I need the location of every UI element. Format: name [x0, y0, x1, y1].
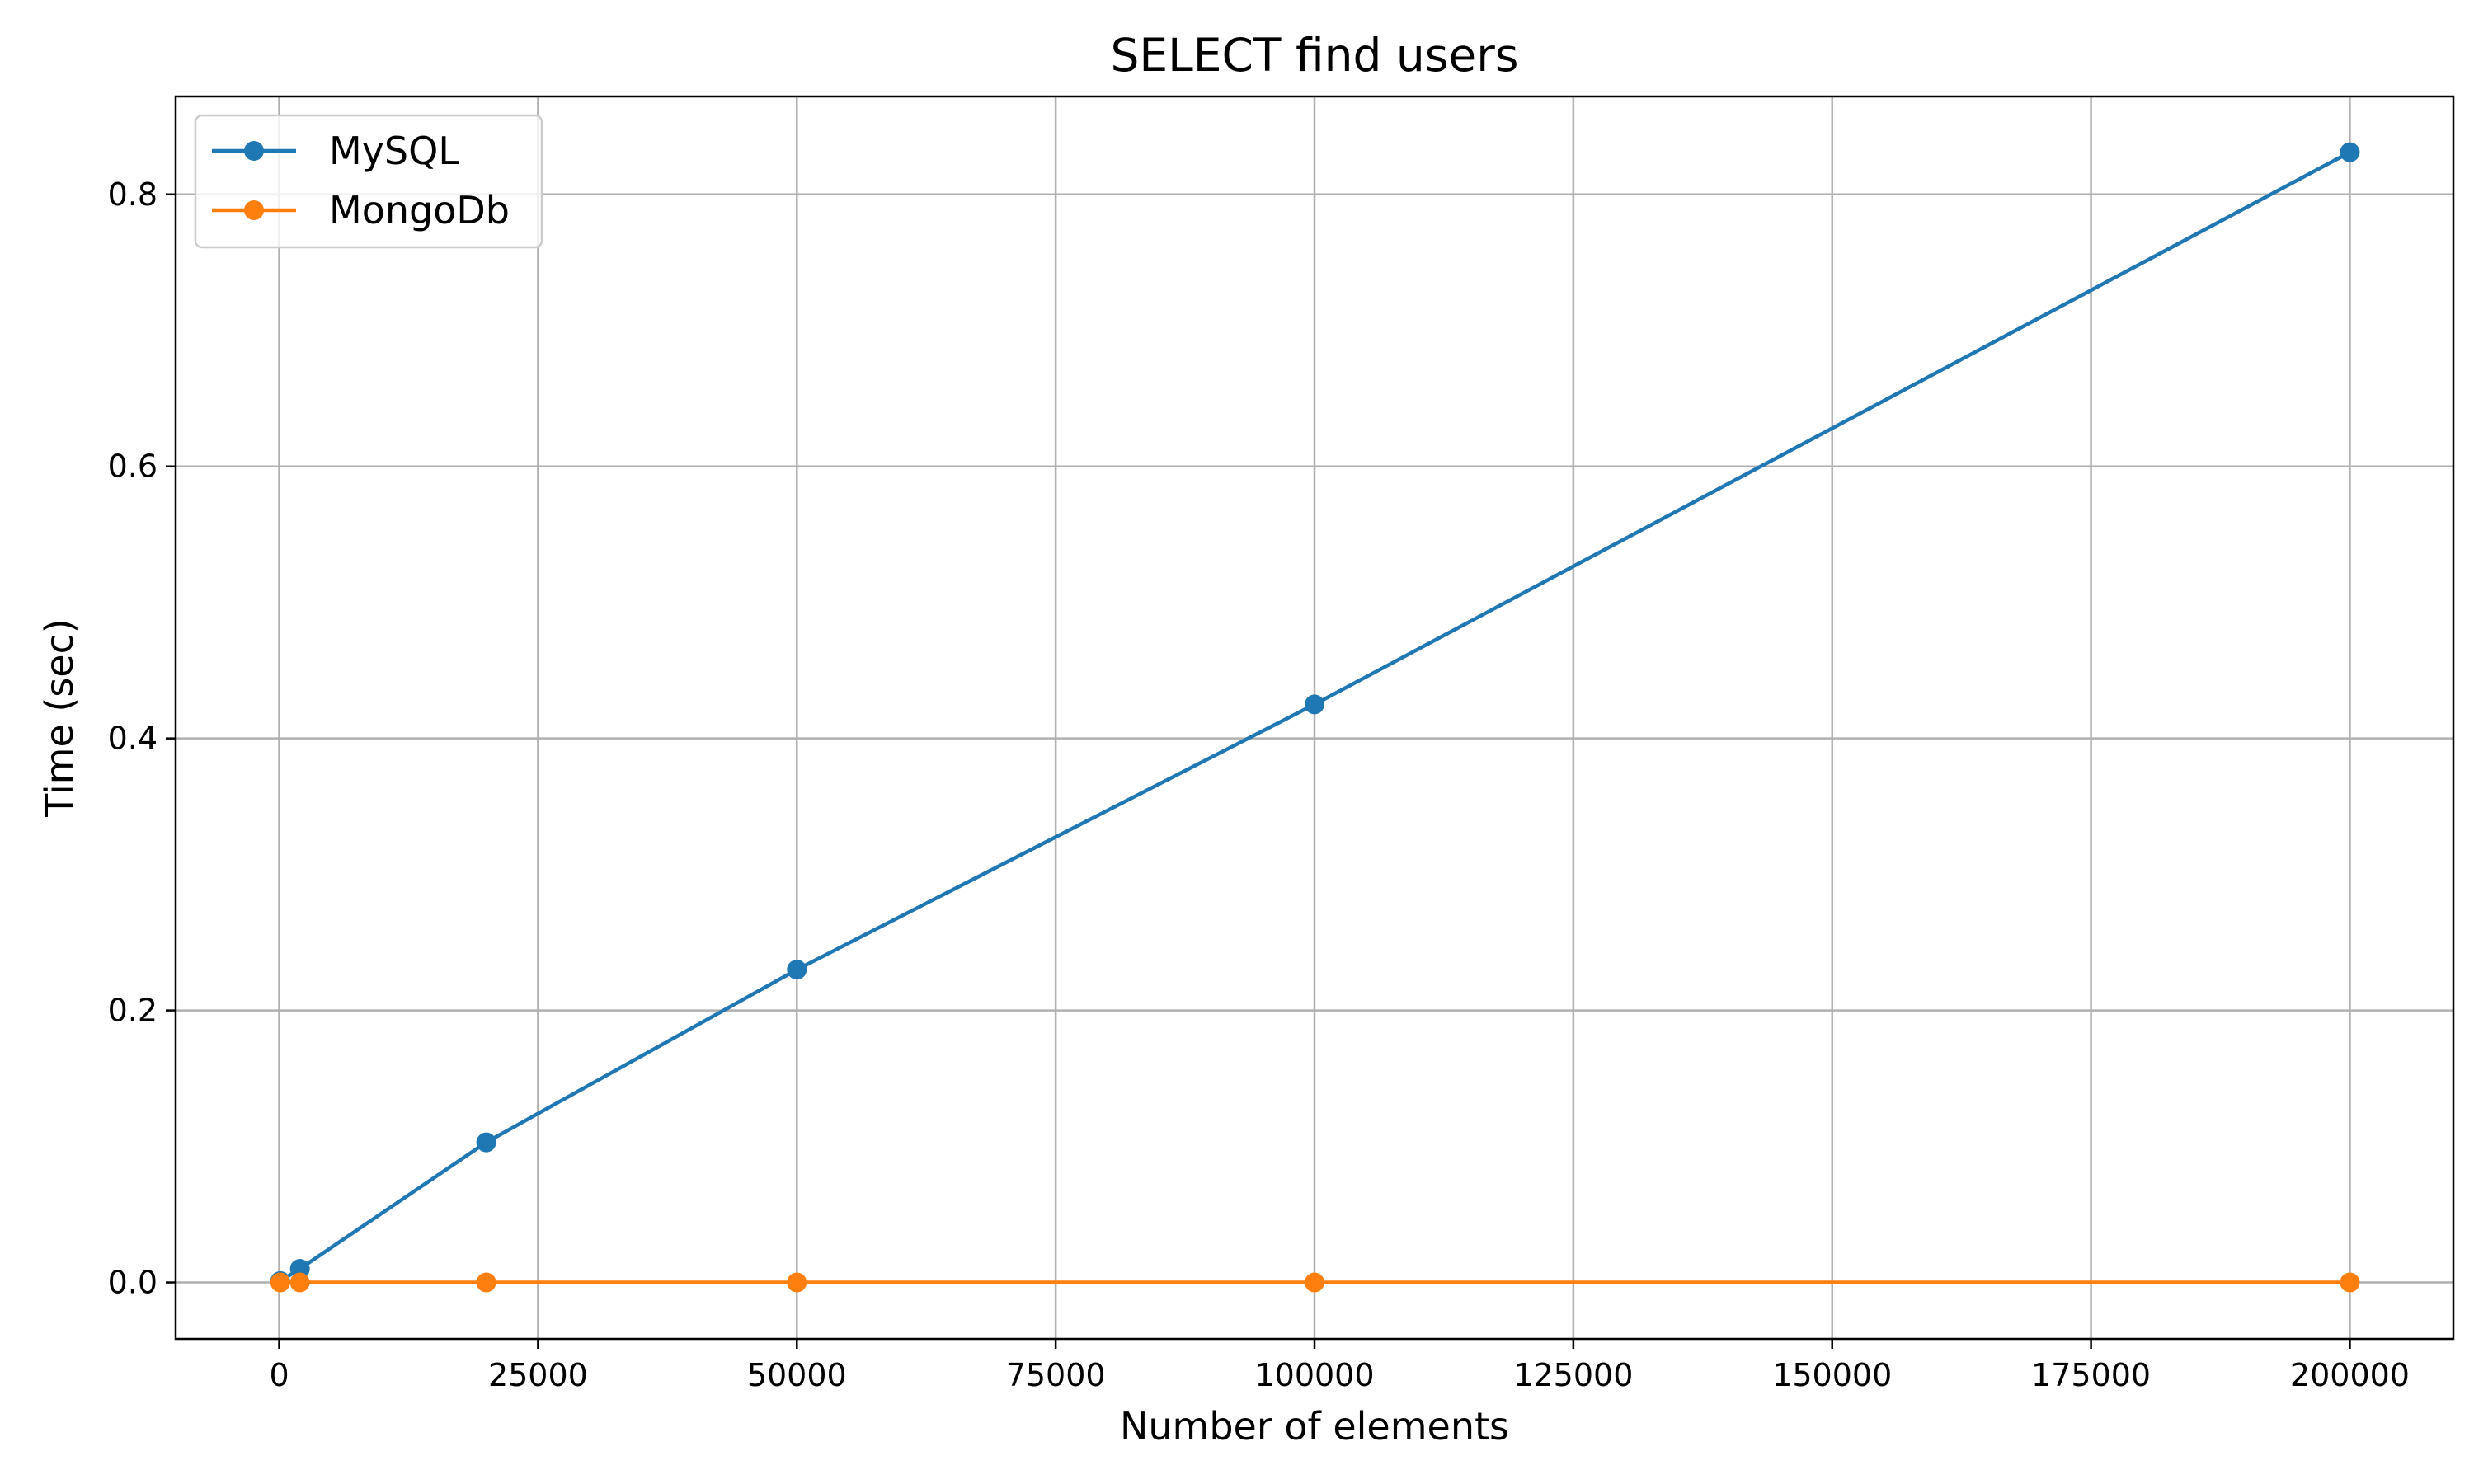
y-tick-label: 0.0	[108, 1265, 158, 1301]
chart-title: SELECT find users	[1110, 29, 1518, 82]
axis-ticks: 0 25000 50000 75000 100000 125000 150000 175000…	[108, 176, 2410, 1393]
mysql-legend-label: MySQL	[329, 129, 459, 173]
mongodb-data-point	[270, 1272, 290, 1293]
mysql-data-point	[476, 1132, 496, 1153]
x-tick-label: 0	[269, 1357, 289, 1393]
y-tick-label: 0.8	[108, 176, 158, 213]
y-tick-label: 0.2	[108, 993, 158, 1029]
mongodb-data-point	[2340, 1272, 2360, 1293]
x-tick-label: 25000	[488, 1357, 588, 1393]
y-tick-label: 0.6	[108, 448, 158, 485]
x-tick-label: 125000	[1513, 1357, 1633, 1393]
mongodb-data-point	[1305, 1272, 1324, 1293]
mysql-data-point	[1305, 694, 1324, 715]
x-tick-label: 150000	[1772, 1357, 1892, 1393]
mongodb-legend-label: MongoDb	[329, 188, 510, 232]
mysql-data-point	[787, 960, 807, 980]
mongodb-legend-marker	[244, 200, 264, 220]
legend: MySQL MongoDb	[194, 114, 543, 249]
x-tick-label: 175000	[2031, 1357, 2151, 1393]
x-tick-label: 50000	[747, 1357, 847, 1393]
mongodb-data-point	[787, 1272, 807, 1293]
x-tick-label: 75000	[1006, 1357, 1106, 1393]
legend-box	[194, 114, 543, 249]
x-axis-title: Number of elements	[1120, 1404, 1509, 1449]
x-tick-label: 100000	[1254, 1357, 1374, 1393]
mysql-data-point	[2340, 142, 2360, 162]
x-tick-label: 200000	[2290, 1357, 2410, 1393]
mongodb-data-point	[476, 1272, 496, 1293]
mysql-data-point	[289, 1259, 310, 1280]
mongodb-data-point	[289, 1272, 310, 1293]
mongodb-series	[270, 1272, 2360, 1293]
y-tick-label: 0.4	[108, 721, 158, 757]
mysql-legend-marker	[244, 141, 264, 161]
series-layer	[270, 142, 2360, 1293]
y-axis-title: Time (sec)	[37, 618, 82, 818]
